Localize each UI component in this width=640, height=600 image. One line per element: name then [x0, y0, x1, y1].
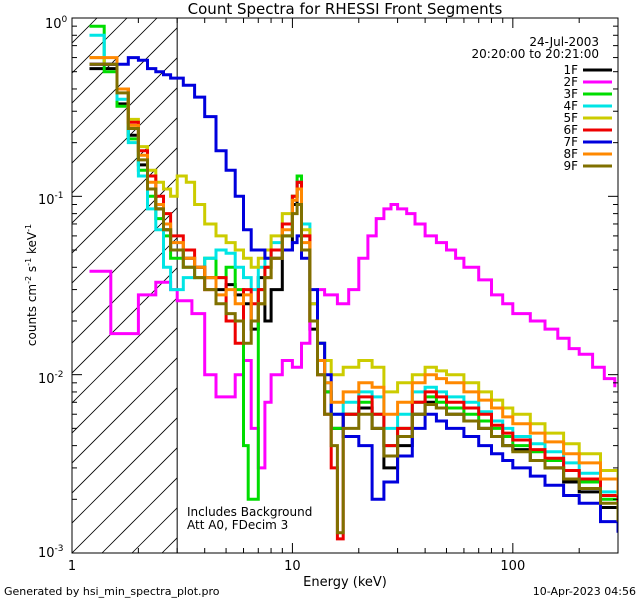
legend-label-9f: 9F [563, 159, 578, 173]
axis-ticks [71, 17, 619, 554]
y-tick-label-0: 100 [45, 15, 68, 32]
series-layer [89, 24, 618, 541]
legend-label-1f: 1F [563, 63, 578, 77]
hatch-line [72, 237, 177, 344]
annotation-attenuator: Att A0, FDecim 3 [187, 518, 288, 532]
hatch-line [72, 27, 177, 134]
legend-label-2f: 2F [563, 75, 578, 89]
chart-title: Count Spectra for RHESSI Front Segments [188, 0, 503, 18]
annotation-background: Includes Background [187, 505, 312, 519]
series-7f [89, 56, 618, 533]
hatch-line [72, 57, 177, 164]
y-tick-label-2: 10-2 [38, 370, 64, 387]
y-axis-label: counts cm-2 s-1 keV-1 [24, 224, 39, 346]
legend-label-6f: 6F [563, 123, 578, 137]
footer-timestamp: 10-Apr-2023 04:56 [533, 585, 636, 598]
y-tick-label-3: 10-3 [38, 544, 64, 561]
x-tick-label-1: 1 [68, 559, 76, 574]
legend-label-4f: 4F [563, 99, 578, 113]
hatch-line [72, 417, 177, 524]
x-tick-label-10: 10 [284, 559, 301, 574]
legend-label-8f: 8F [563, 147, 578, 161]
legend-label-7f: 7F [563, 135, 578, 149]
y-tick-label-1: 10-1 [38, 191, 64, 208]
x-tick-label-100: 100 [500, 559, 525, 574]
legend-time-range: 20:20:00 to 20:21:00 [472, 47, 599, 61]
hatch-line [72, 207, 177, 314]
hatch-line [72, 87, 177, 194]
series-9f [89, 62, 618, 535]
hatch-line [72, 387, 177, 494]
legend-label-3f: 3F [563, 87, 578, 101]
footer-generated-by: Generated by hsi_min_spectra_plot.pro [4, 585, 220, 598]
hatch-line [72, 447, 177, 553]
series-2f [89, 203, 617, 470]
legend-date: 24-Jul-2003 [529, 35, 599, 49]
legend-label-5f: 5F [563, 111, 578, 125]
x-axis-label: Energy (keV) [303, 575, 387, 590]
plot-frame [71, 17, 619, 554]
series-4f [89, 33, 618, 504]
